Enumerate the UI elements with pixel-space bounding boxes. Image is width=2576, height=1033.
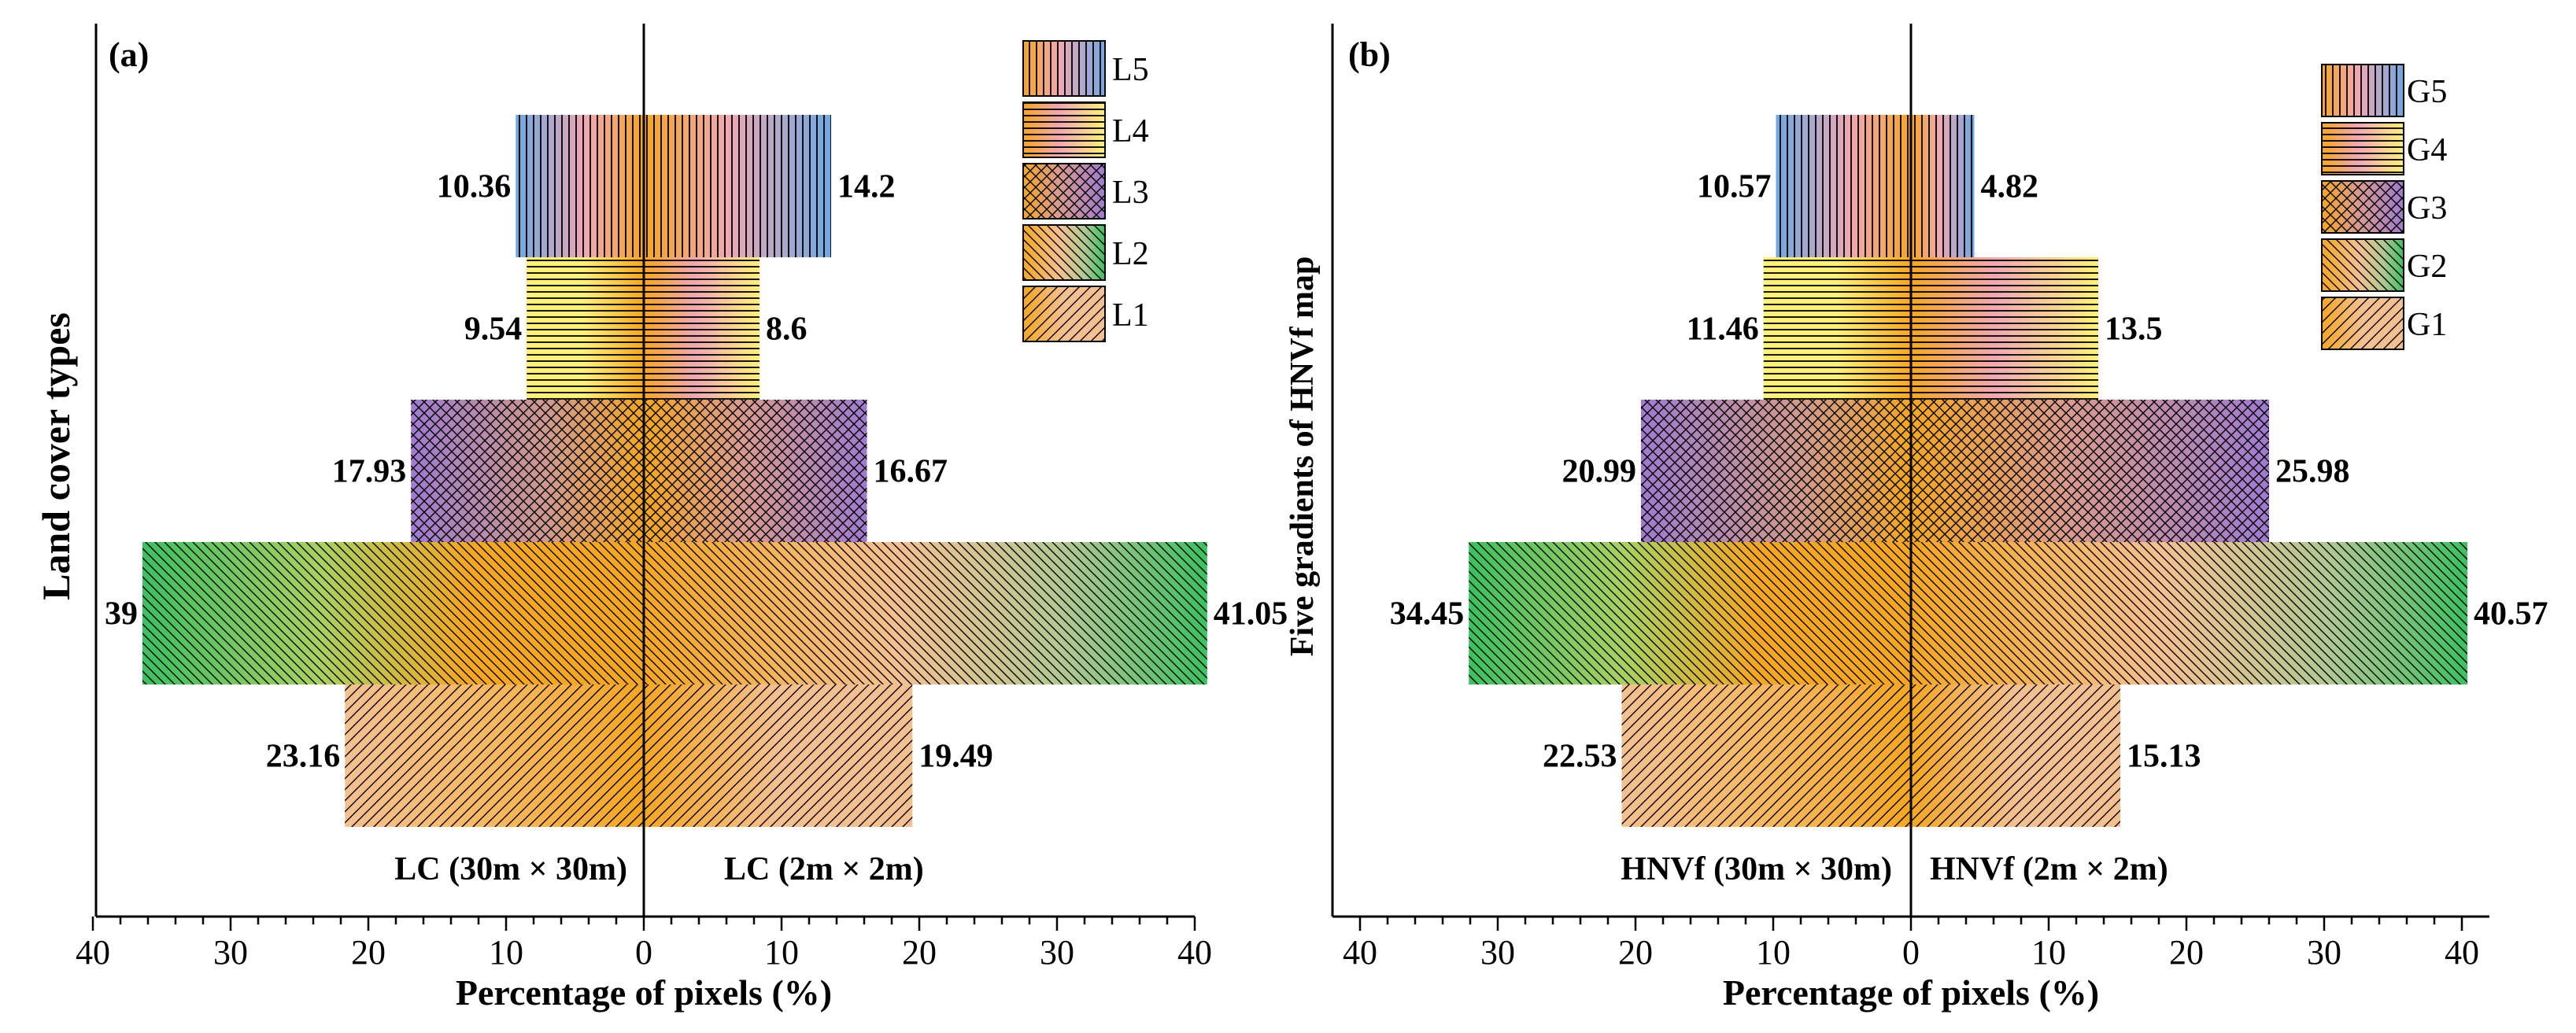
legend-label-G1: G1 bbox=[2407, 307, 2447, 343]
value-label-right-L4: 8.6 bbox=[766, 312, 808, 348]
x-tick-label: 40 bbox=[76, 933, 110, 972]
bar-right-hatch-L4 bbox=[644, 257, 759, 400]
y-axis-label: Land cover types bbox=[34, 312, 78, 600]
legend-swatch-hatch-L2 bbox=[1023, 225, 1105, 280]
bar-right-hatch-L5 bbox=[644, 115, 831, 257]
value-label-left-G5: 10.57 bbox=[1697, 169, 1772, 205]
x-tick-label: 10 bbox=[764, 933, 799, 972]
value-label-left-L5: 10.36 bbox=[437, 169, 512, 205]
x-tick-label: 40 bbox=[1343, 933, 1377, 972]
value-label-right-L1: 19.49 bbox=[918, 739, 993, 775]
value-label-left-L2: 39 bbox=[105, 596, 138, 633]
bar-right-hatch-G5 bbox=[1911, 115, 1975, 257]
legend-label-L1: L1 bbox=[1112, 297, 1149, 334]
bar-left-hatch-L2 bbox=[142, 542, 644, 684]
bar-left-hatch-L1 bbox=[345, 684, 644, 827]
x-tick-label: 10 bbox=[2031, 933, 2066, 972]
x-tick-label: 0 bbox=[1902, 933, 1920, 972]
bar-right-hatch-L1 bbox=[644, 684, 913, 827]
legend-swatch-hatch-L1 bbox=[1023, 286, 1105, 341]
legend-swatch-hatch-G3 bbox=[2322, 181, 2404, 233]
bar-left-hatch-G3 bbox=[1641, 400, 1911, 542]
value-label-left-L3: 17.93 bbox=[332, 454, 407, 490]
value-label-right-L3: 16.67 bbox=[874, 454, 948, 490]
legend-label-L2: L2 bbox=[1112, 236, 1149, 272]
value-label-right-G5: 4.82 bbox=[1981, 169, 2039, 205]
x-tick-label: 30 bbox=[1040, 933, 1074, 972]
legend-swatch-hatch-G2 bbox=[2322, 239, 2404, 291]
legend-swatch-hatch-G4 bbox=[2322, 123, 2404, 175]
legend-label-L3: L3 bbox=[1112, 175, 1149, 211]
x-tick-label: 20 bbox=[902, 933, 937, 972]
value-label-right-G1: 15.13 bbox=[2127, 739, 2201, 775]
x-tick-label: 30 bbox=[2307, 933, 2341, 972]
legend-swatch-hatch-L5 bbox=[1023, 41, 1105, 96]
value-label-left-G4: 11.46 bbox=[1687, 312, 1759, 348]
bar-right-hatch-L2 bbox=[644, 542, 1207, 684]
right-source-label: LC (2m × 2m) bbox=[724, 851, 924, 887]
panel-label: (b) bbox=[1348, 35, 1391, 74]
legend-label-G5: G5 bbox=[2407, 74, 2447, 110]
y-axis-label: Five gradients of HNVf map bbox=[1284, 256, 1321, 657]
panel-a: 10.36 14.2 9.54 8.6 17.93 16.67 39 41.05 23.16 19… bbox=[34, 24, 1288, 1013]
bar-right-hatch-L3 bbox=[644, 400, 867, 542]
legend: G5 G4 G3 G2 G1 bbox=[2321, 64, 2447, 350]
value-label-right-G3: 25.98 bbox=[2275, 454, 2350, 490]
bar-right-hatch-G2 bbox=[1911, 542, 2467, 684]
x-tick-label: 30 bbox=[1480, 933, 1515, 972]
bar-left-hatch-L5 bbox=[516, 115, 644, 257]
legend-label-G4: G4 bbox=[2407, 132, 2447, 168]
value-label-right-L5: 14.2 bbox=[837, 169, 896, 205]
value-label-right-G2: 40.57 bbox=[2474, 596, 2548, 633]
bar-left-hatch-G4 bbox=[1763, 257, 1911, 400]
left-source-label: LC (30m × 30m) bbox=[394, 851, 627, 887]
bar-right-hatch-G1 bbox=[1911, 684, 2120, 827]
bar-right-hatch-G4 bbox=[1911, 257, 2098, 400]
x-tick-label: 20 bbox=[1618, 933, 1653, 972]
bar-left-hatch-L4 bbox=[527, 257, 644, 400]
x-tick-label: 0 bbox=[635, 933, 652, 972]
legend-label-L4: L4 bbox=[1112, 113, 1149, 149]
value-label-left-L1: 23.16 bbox=[266, 739, 341, 775]
bar-left-hatch-G5 bbox=[1776, 115, 1911, 257]
value-label-left-G1: 22.53 bbox=[1543, 739, 1617, 775]
left-source-label: HNVf (30m × 30m) bbox=[1621, 851, 1892, 887]
panel-b: 10.57 4.82 11.46 13.5 20.99 25.98 34.45 40.57 22… bbox=[1284, 24, 2548, 1013]
value-label-left-L4: 9.54 bbox=[464, 312, 523, 348]
legend-swatch-hatch-L4 bbox=[1023, 102, 1105, 157]
legend: L5 L4 L3 L2 L1 bbox=[1022, 40, 1149, 342]
legend-label-G3: G3 bbox=[2407, 190, 2447, 227]
x-tick-label: 40 bbox=[1177, 933, 1212, 972]
x-axis-label: Percentage of pixels (%) bbox=[456, 972, 832, 1013]
right-source-label: HNVf (2m × 2m) bbox=[1930, 851, 2168, 887]
value-label-right-L2: 41.05 bbox=[1214, 596, 1288, 633]
legend-swatch-hatch-L3 bbox=[1023, 164, 1105, 219]
legend-swatch-hatch-G5 bbox=[2322, 65, 2404, 116]
bar-left-hatch-L3 bbox=[411, 400, 644, 542]
bar-left-hatch-G1 bbox=[1621, 684, 1911, 827]
panel-label: (a) bbox=[109, 35, 149, 74]
bar-left-hatch-G2 bbox=[1469, 542, 1911, 684]
legend-label-L5: L5 bbox=[1112, 52, 1149, 88]
value-label-left-G2: 34.45 bbox=[1390, 596, 1465, 633]
x-tick-label: 40 bbox=[2445, 933, 2479, 972]
x-axis-label: Percentage of pixels (%) bbox=[1723, 972, 2099, 1013]
x-tick-label: 20 bbox=[351, 933, 386, 972]
legend-swatch-hatch-G1 bbox=[2322, 297, 2404, 349]
legend-label-G2: G2 bbox=[2407, 249, 2447, 285]
bar-right-hatch-G3 bbox=[1911, 400, 2269, 542]
x-tick-label: 30 bbox=[213, 933, 248, 972]
value-label-left-G3: 20.99 bbox=[1562, 454, 1637, 490]
x-tick-label: 20 bbox=[2169, 933, 2204, 972]
value-label-right-G4: 13.5 bbox=[2105, 312, 2163, 348]
x-tick-label: 10 bbox=[1756, 933, 1791, 972]
x-tick-label: 10 bbox=[489, 933, 523, 972]
